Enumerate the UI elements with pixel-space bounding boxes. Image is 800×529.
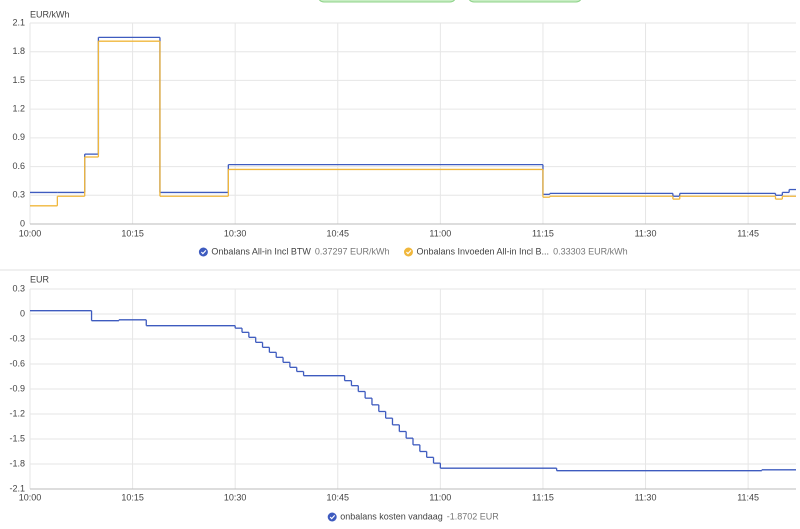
x-tick-label: 11:45 — [737, 228, 759, 238]
legend-item[interactable]: onbalans kosten vandaag -1.8702 EUR — [327, 511, 500, 522]
legend-name: onbalans kosten vandaag — [340, 511, 443, 521]
y-tick-label: -1.5 — [9, 433, 25, 443]
y-tick-label: 0 — [20, 218, 25, 228]
y-tick-label: 0 — [20, 308, 25, 318]
x-tick-label: 10:30 — [224, 228, 247, 238]
series-line — [30, 310, 796, 472]
series-line — [30, 36, 796, 197]
legend-value: -1.8702 EUR — [447, 511, 500, 521]
legend-name: Onbalans All-in Incl BTW — [211, 246, 311, 256]
x-tick-label: 10:15 — [121, 228, 144, 238]
y-tick-label: -2.1 — [9, 483, 25, 493]
x-tick-label: 11:00 — [429, 492, 451, 502]
toolbar-button[interactable] — [468, 0, 582, 3]
x-tick-label: 11:00 — [429, 228, 451, 238]
y-tick-label: -0.6 — [9, 358, 25, 368]
series-line — [30, 40, 796, 207]
check-icon — [406, 249, 412, 255]
x-tick-label: 11:45 — [737, 492, 759, 502]
legend: onbalans kosten vandaag -1.8702 EUR — [327, 511, 500, 522]
y-tick-label: 0.3 — [12, 283, 25, 293]
toolbar-button[interactable] — [318, 0, 456, 3]
y-tick-label: -1.2 — [9, 408, 25, 418]
y-tick-label: 0.6 — [12, 161, 25, 171]
y-tick-label: 0.9 — [12, 132, 25, 142]
y-tick-label: 1.8 — [12, 46, 25, 56]
legend-name: Onbalans Invoeden All-in Incl B... — [416, 246, 549, 256]
x-tick-label: 10:30 — [224, 492, 247, 502]
legend-value: 0.33303 EUR/kWh — [553, 246, 628, 256]
y-tick-label: 2.1 — [12, 17, 25, 27]
legend: Onbalans All-in Incl BTW 0.37297 EUR/kWh O… — [198, 246, 628, 257]
legend-check — [327, 512, 337, 522]
x-tick-label: 10:45 — [327, 228, 350, 238]
check-icon — [329, 514, 336, 520]
y-tick-label: 1.2 — [12, 104, 25, 114]
legend-item[interactable]: Onbalans Invoeden All-in Incl B... 0.3330… — [403, 246, 628, 257]
x-tick-label: 11:30 — [635, 228, 657, 238]
x-tick-label: 11:30 — [635, 492, 657, 502]
y-tick-label: 0.3 — [12, 190, 25, 200]
x-tick-label: 10:45 — [327, 492, 350, 502]
y-tick-label: -0.3 — [9, 333, 25, 343]
x-tick-label: 11:15 — [532, 492, 554, 502]
legend-check — [198, 247, 208, 257]
y-axis-label: EUR/kWh — [30, 9, 70, 19]
y-tick-label: 1.5 — [12, 75, 25, 85]
x-tick-label: 10:00 — [19, 492, 42, 502]
y-tick-label: -0.9 — [9, 383, 25, 393]
check-icon — [200, 249, 207, 255]
y-tick-label: -1.8 — [9, 458, 25, 468]
legend-value: 0.37297 EUR/kWh — [315, 246, 390, 256]
x-tick-label: 11:15 — [532, 228, 554, 238]
x-tick-label: 10:00 — [19, 228, 42, 238]
y-axis-label: EUR — [30, 274, 50, 284]
legend-item[interactable]: Onbalans All-in Incl BTW 0.37297 EUR/kWh — [198, 246, 390, 257]
x-tick-label: 10:15 — [121, 492, 144, 502]
legend-check — [403, 247, 413, 257]
